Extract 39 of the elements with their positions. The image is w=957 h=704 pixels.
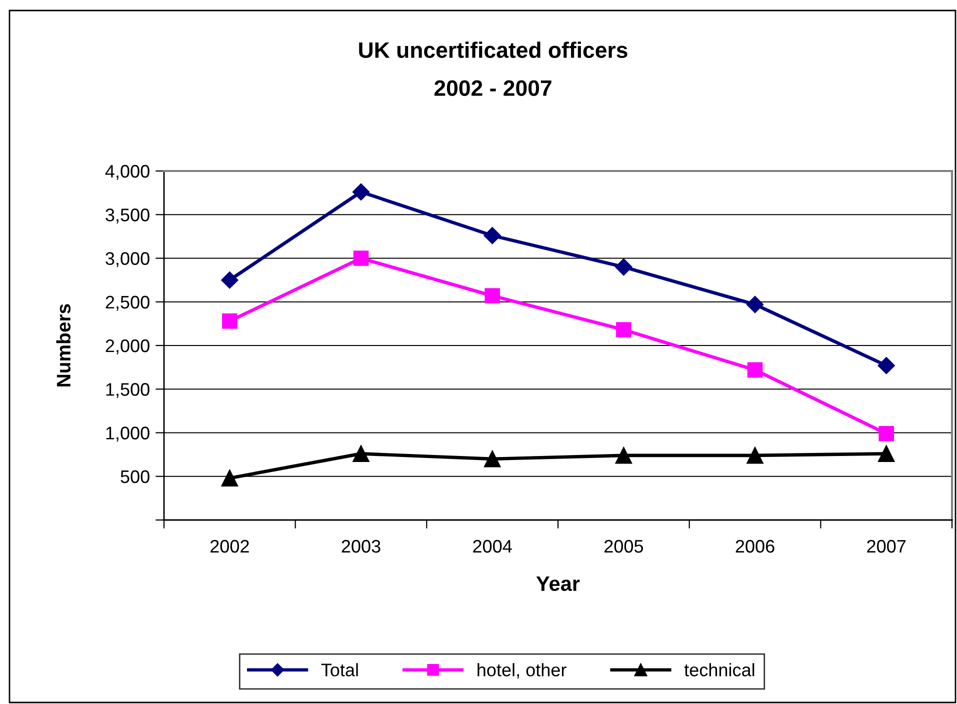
chart-title: UK uncertificated officers — [359, 42, 628, 58]
point — [615, 447, 632, 464]
point — [746, 296, 764, 314]
point — [221, 470, 238, 486]
point — [878, 445, 895, 462]
x-tick-label: 2006 — [736, 540, 774, 553]
x-tick-label: 2002 — [210, 540, 249, 553]
point — [878, 426, 894, 442]
x-tick-label: 2003 — [342, 540, 380, 553]
y-tick-label: 3,500 — [106, 208, 150, 224]
point — [222, 313, 238, 329]
point — [747, 362, 763, 378]
point — [616, 322, 632, 338]
point — [353, 250, 369, 266]
y-tick-label: 1,000 — [106, 426, 150, 442]
y-tick-label: 3,000 — [106, 252, 150, 268]
x-tick-label: 2007 — [867, 540, 906, 553]
x-axis-title: Year — [536, 576, 580, 592]
point — [484, 450, 501, 468]
y-tick-label: 500 — [120, 470, 150, 484]
y-tick-label: 1,500 — [106, 383, 150, 398]
point — [746, 447, 764, 464]
y-tick-label: 2,500 — [106, 296, 150, 311]
point — [878, 357, 895, 374]
x-tick-label: 2004 — [473, 540, 512, 553]
point — [615, 258, 632, 276]
legend-label: hotel, other — [478, 663, 566, 679]
chart-subtitle: 2002 - 2007 — [434, 80, 552, 96]
point — [352, 445, 370, 462]
point — [221, 272, 238, 289]
x-tick-label: 2005 — [604, 540, 643, 553]
legend-label: technical — [684, 663, 754, 676]
y-tick-label: 4,000 — [105, 164, 150, 180]
y-tick-label: 2,000 — [106, 339, 150, 354]
legend-label: Total — [321, 663, 358, 676]
point — [484, 227, 501, 244]
y-axis-title: Numbers — [56, 304, 71, 386]
point — [484, 288, 500, 304]
point — [352, 183, 370, 200]
